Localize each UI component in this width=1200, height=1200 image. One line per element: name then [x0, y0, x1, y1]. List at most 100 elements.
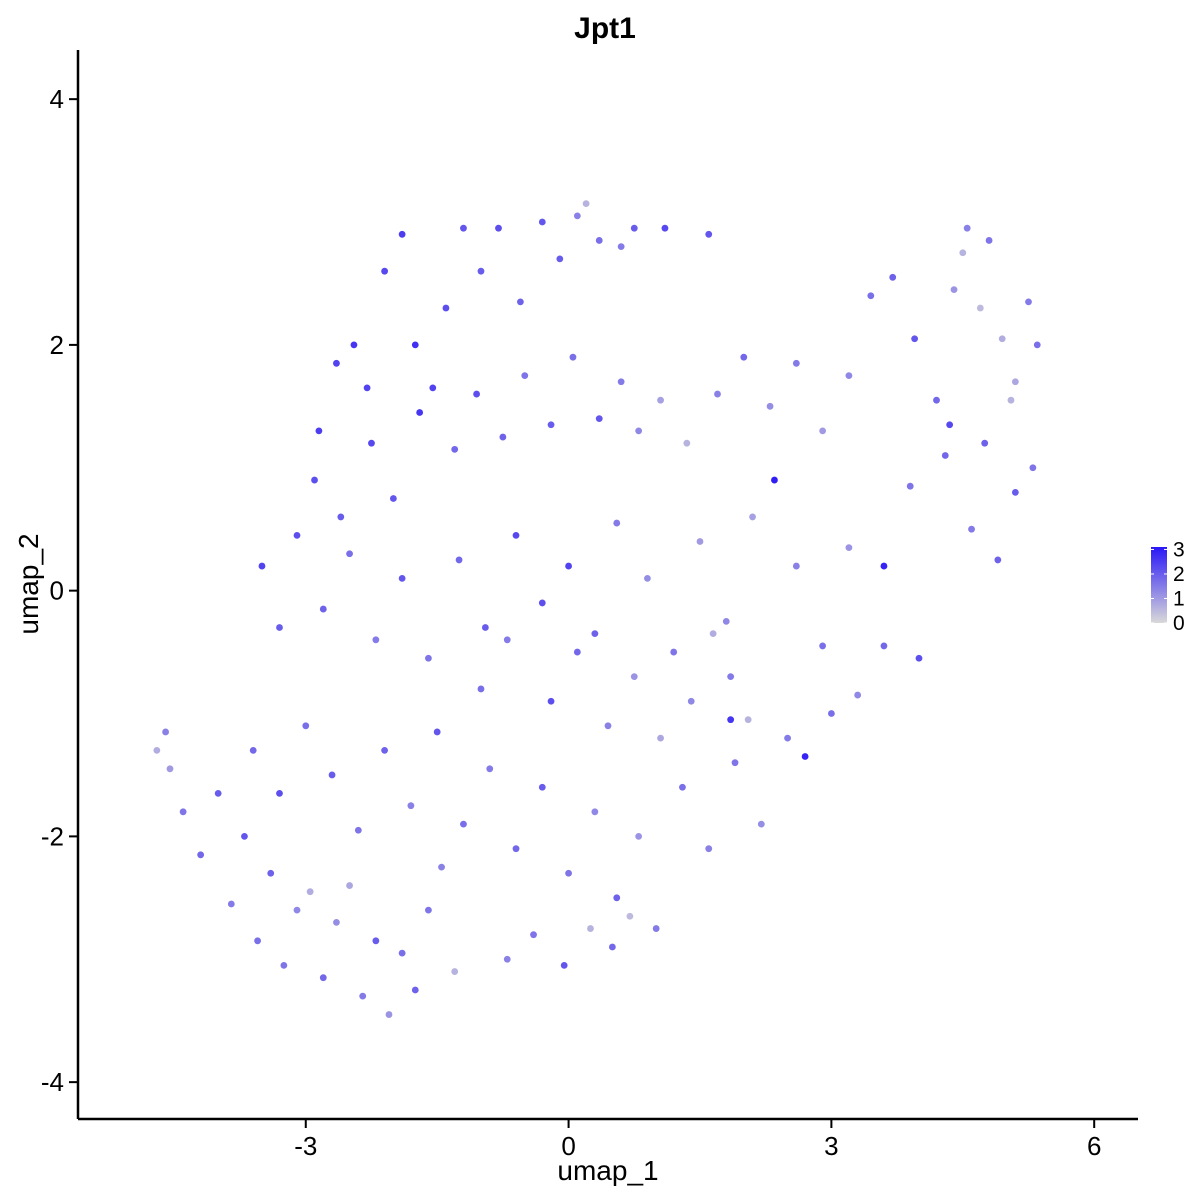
- data-point: [582, 200, 590, 207]
- data-point: [333, 359, 340, 367]
- data-point: [591, 808, 599, 816]
- data-point: [179, 808, 187, 816]
- data-point: [998, 335, 1006, 343]
- chart-title: Jpt1: [574, 12, 636, 45]
- data-point: [573, 648, 581, 656]
- data-point: [941, 452, 949, 459]
- data-point: [547, 697, 555, 705]
- data-point: [503, 636, 511, 644]
- data-point: [565, 869, 572, 877]
- data-point: [854, 691, 862, 699]
- colorbar: [1151, 547, 1167, 623]
- data-point: [595, 415, 603, 423]
- data-point: [687, 697, 695, 705]
- data-point: [530, 931, 537, 939]
- data-point: [477, 267, 485, 275]
- data-point: [249, 746, 257, 754]
- data-point: [963, 224, 971, 232]
- data-point: [792, 562, 800, 570]
- data-point: [153, 746, 161, 754]
- data-point: [595, 237, 603, 244]
- data-point: [267, 869, 275, 877]
- data-point: [227, 900, 235, 908]
- data-point: [359, 992, 367, 1000]
- data-point: [757, 820, 765, 828]
- data-point: [315, 427, 323, 435]
- data-point: [556, 255, 564, 263]
- data-point: [968, 525, 975, 533]
- data-point: [311, 476, 318, 484]
- data-point: [981, 439, 989, 447]
- data-point: [1007, 396, 1015, 404]
- data-point: [705, 230, 713, 238]
- data-point: [372, 937, 380, 945]
- data-point: [626, 912, 634, 920]
- data-point: [617, 378, 625, 386]
- data-point: [1011, 378, 1019, 386]
- data-point: [801, 753, 809, 760]
- data-point: [617, 243, 625, 250]
- data-point: [486, 765, 494, 773]
- data-point: [696, 538, 704, 545]
- data-point: [354, 826, 362, 834]
- data-point: [714, 390, 721, 398]
- data-point: [293, 531, 301, 539]
- data-point: [608, 943, 616, 951]
- data-point: [398, 949, 406, 957]
- data-point: [727, 673, 735, 681]
- data-point: [749, 513, 756, 521]
- data-point: [933, 396, 940, 404]
- data-point: [460, 224, 467, 232]
- data-point: [630, 673, 638, 681]
- data-point: [670, 648, 678, 656]
- data-point: [1029, 464, 1037, 472]
- data-point: [709, 630, 717, 638]
- y-tick-label: 4: [50, 84, 64, 114]
- data-point: [915, 654, 923, 662]
- colorbar-label: 2: [1173, 563, 1185, 586]
- points-layer: [153, 200, 1041, 1018]
- data-point: [880, 642, 888, 650]
- data-point: [495, 224, 502, 232]
- data-point: [407, 802, 415, 810]
- data-point: [381, 746, 389, 754]
- data-point: [705, 845, 713, 853]
- x-axis-label: umap_1: [557, 1155, 658, 1186]
- data-point: [429, 384, 437, 392]
- data-point: [346, 550, 353, 558]
- data-point: [827, 710, 835, 717]
- data-point: [398, 574, 406, 582]
- data-point: [516, 298, 524, 306]
- data-point: [985, 237, 993, 244]
- data-point: [455, 556, 463, 564]
- data-point: [946, 421, 954, 429]
- y-axis-ticks: -4 -2 0 2 4: [41, 84, 78, 1097]
- data-point: [337, 513, 345, 521]
- data-point: [346, 882, 353, 889]
- x-axis-ticks: -3 0 3 6: [294, 1119, 1101, 1161]
- data-point: [740, 353, 748, 361]
- data-point: [363, 384, 371, 392]
- data-point: [328, 771, 336, 779]
- data-point: [587, 925, 594, 932]
- data-point: [451, 968, 459, 975]
- data-point: [911, 335, 919, 343]
- data-point: [319, 605, 327, 613]
- data-point: [644, 574, 651, 582]
- data-point: [591, 630, 599, 638]
- data-point: [385, 1011, 393, 1018]
- data-point: [276, 789, 283, 797]
- data-point: [538, 783, 546, 791]
- data-point: [819, 642, 827, 650]
- data-point: [306, 888, 314, 896]
- data-point: [880, 562, 888, 570]
- data-point: [731, 759, 739, 767]
- data-point: [473, 390, 480, 398]
- data-point: [771, 476, 778, 484]
- y-tick-label: 0: [50, 576, 64, 606]
- data-point: [254, 937, 261, 945]
- data-point: [889, 273, 897, 281]
- data-point: [906, 482, 914, 490]
- data-point: [499, 433, 507, 441]
